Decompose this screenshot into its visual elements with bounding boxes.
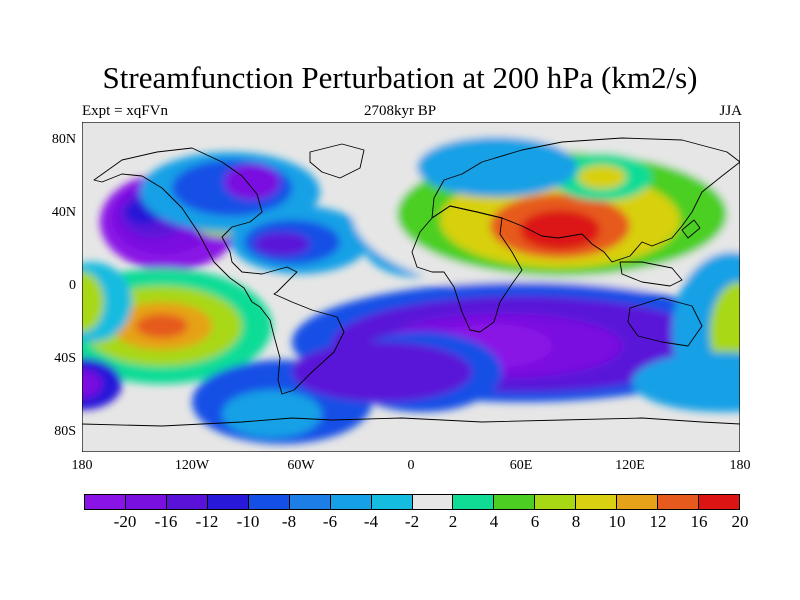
- colorbar-label: -8: [281, 512, 297, 531]
- colorbar-swatch: [330, 495, 372, 509]
- contour-region: [520, 210, 600, 250]
- coastlines: [82, 137, 740, 427]
- lon-tick-120w: 120W: [174, 458, 210, 473]
- colorbar-label: 12: [649, 512, 667, 531]
- contour-region: [254, 232, 310, 256]
- contour-region: [578, 165, 626, 189]
- colorbar-label: 8: [571, 512, 581, 531]
- colorbar-swatch: [453, 495, 495, 509]
- lon-tick-60w: 60W: [287, 458, 315, 473]
- colorbar-swatch: [207, 495, 249, 509]
- lon-tick-0: 0: [407, 458, 415, 473]
- colorbar-swatch: [412, 495, 454, 509]
- contour-field: [82, 127, 740, 444]
- lat-tick-0: 0: [69, 278, 76, 293]
- colorbar-swatch: [248, 495, 290, 509]
- streamfunction-map: [82, 122, 740, 452]
- lon-tick-120e: 120E: [615, 458, 645, 473]
- colorbar-label: -10: [236, 512, 260, 531]
- colorbar-swatch: [494, 495, 536, 509]
- lon-tick-180w: 180: [71, 458, 93, 473]
- colorbar-label: 16: [690, 512, 708, 531]
- lon-tick-180e: 180: [729, 458, 751, 473]
- contour-region: [82, 370, 102, 398]
- contour-region: [292, 342, 472, 402]
- colorbar-swatch: [289, 495, 331, 509]
- colorbar-label: -20: [113, 512, 137, 531]
- colorbar-label: 6: [530, 512, 540, 531]
- experiment-label: Expt = xqFVn: [82, 103, 168, 119]
- lat-tick-40n: 40N: [51, 205, 76, 220]
- colorbar-label: 20: [731, 512, 749, 531]
- time-label: 2708kyr BP: [363, 103, 437, 119]
- colorbar: [84, 494, 740, 510]
- contour-region: [82, 272, 104, 332]
- colorbar-label: -2: [404, 512, 420, 531]
- contour-region: [222, 390, 322, 438]
- colorbar-label: -12: [195, 512, 219, 531]
- contour-region: [632, 352, 740, 412]
- colorbar-label: -6: [322, 512, 338, 531]
- lat-tick-80n: 80N: [51, 132, 76, 147]
- colorbar-swatch: [535, 495, 577, 509]
- colorbar-swatch: [699, 495, 739, 509]
- lat-tick-40s: 40S: [54, 351, 76, 366]
- lat-tick-80s: 80S: [54, 424, 76, 439]
- colorbar-label: 2: [448, 512, 458, 531]
- colorbar-swatch: [617, 495, 659, 509]
- colorbar-swatch: [166, 495, 208, 509]
- lon-tick-60e: 60E: [509, 458, 533, 473]
- colorbar-swatch: [371, 495, 413, 509]
- contour-region: [136, 314, 188, 338]
- colorbar-label: -4: [363, 512, 379, 531]
- colorbar-label: -16: [154, 512, 178, 531]
- plot-title: Streamfunction Perturbation at 200 hPa (…: [102, 60, 698, 95]
- season-label: JJA: [719, 103, 742, 119]
- contour-region: [417, 137, 577, 197]
- colorbar-swatch: [576, 495, 618, 509]
- colorbar-label: 4: [489, 512, 499, 531]
- colorbar-swatch: [658, 495, 700, 509]
- colorbar-swatch: [125, 495, 167, 509]
- colorbar-label: 10: [608, 512, 626, 531]
- colorbar-swatch: [85, 495, 126, 509]
